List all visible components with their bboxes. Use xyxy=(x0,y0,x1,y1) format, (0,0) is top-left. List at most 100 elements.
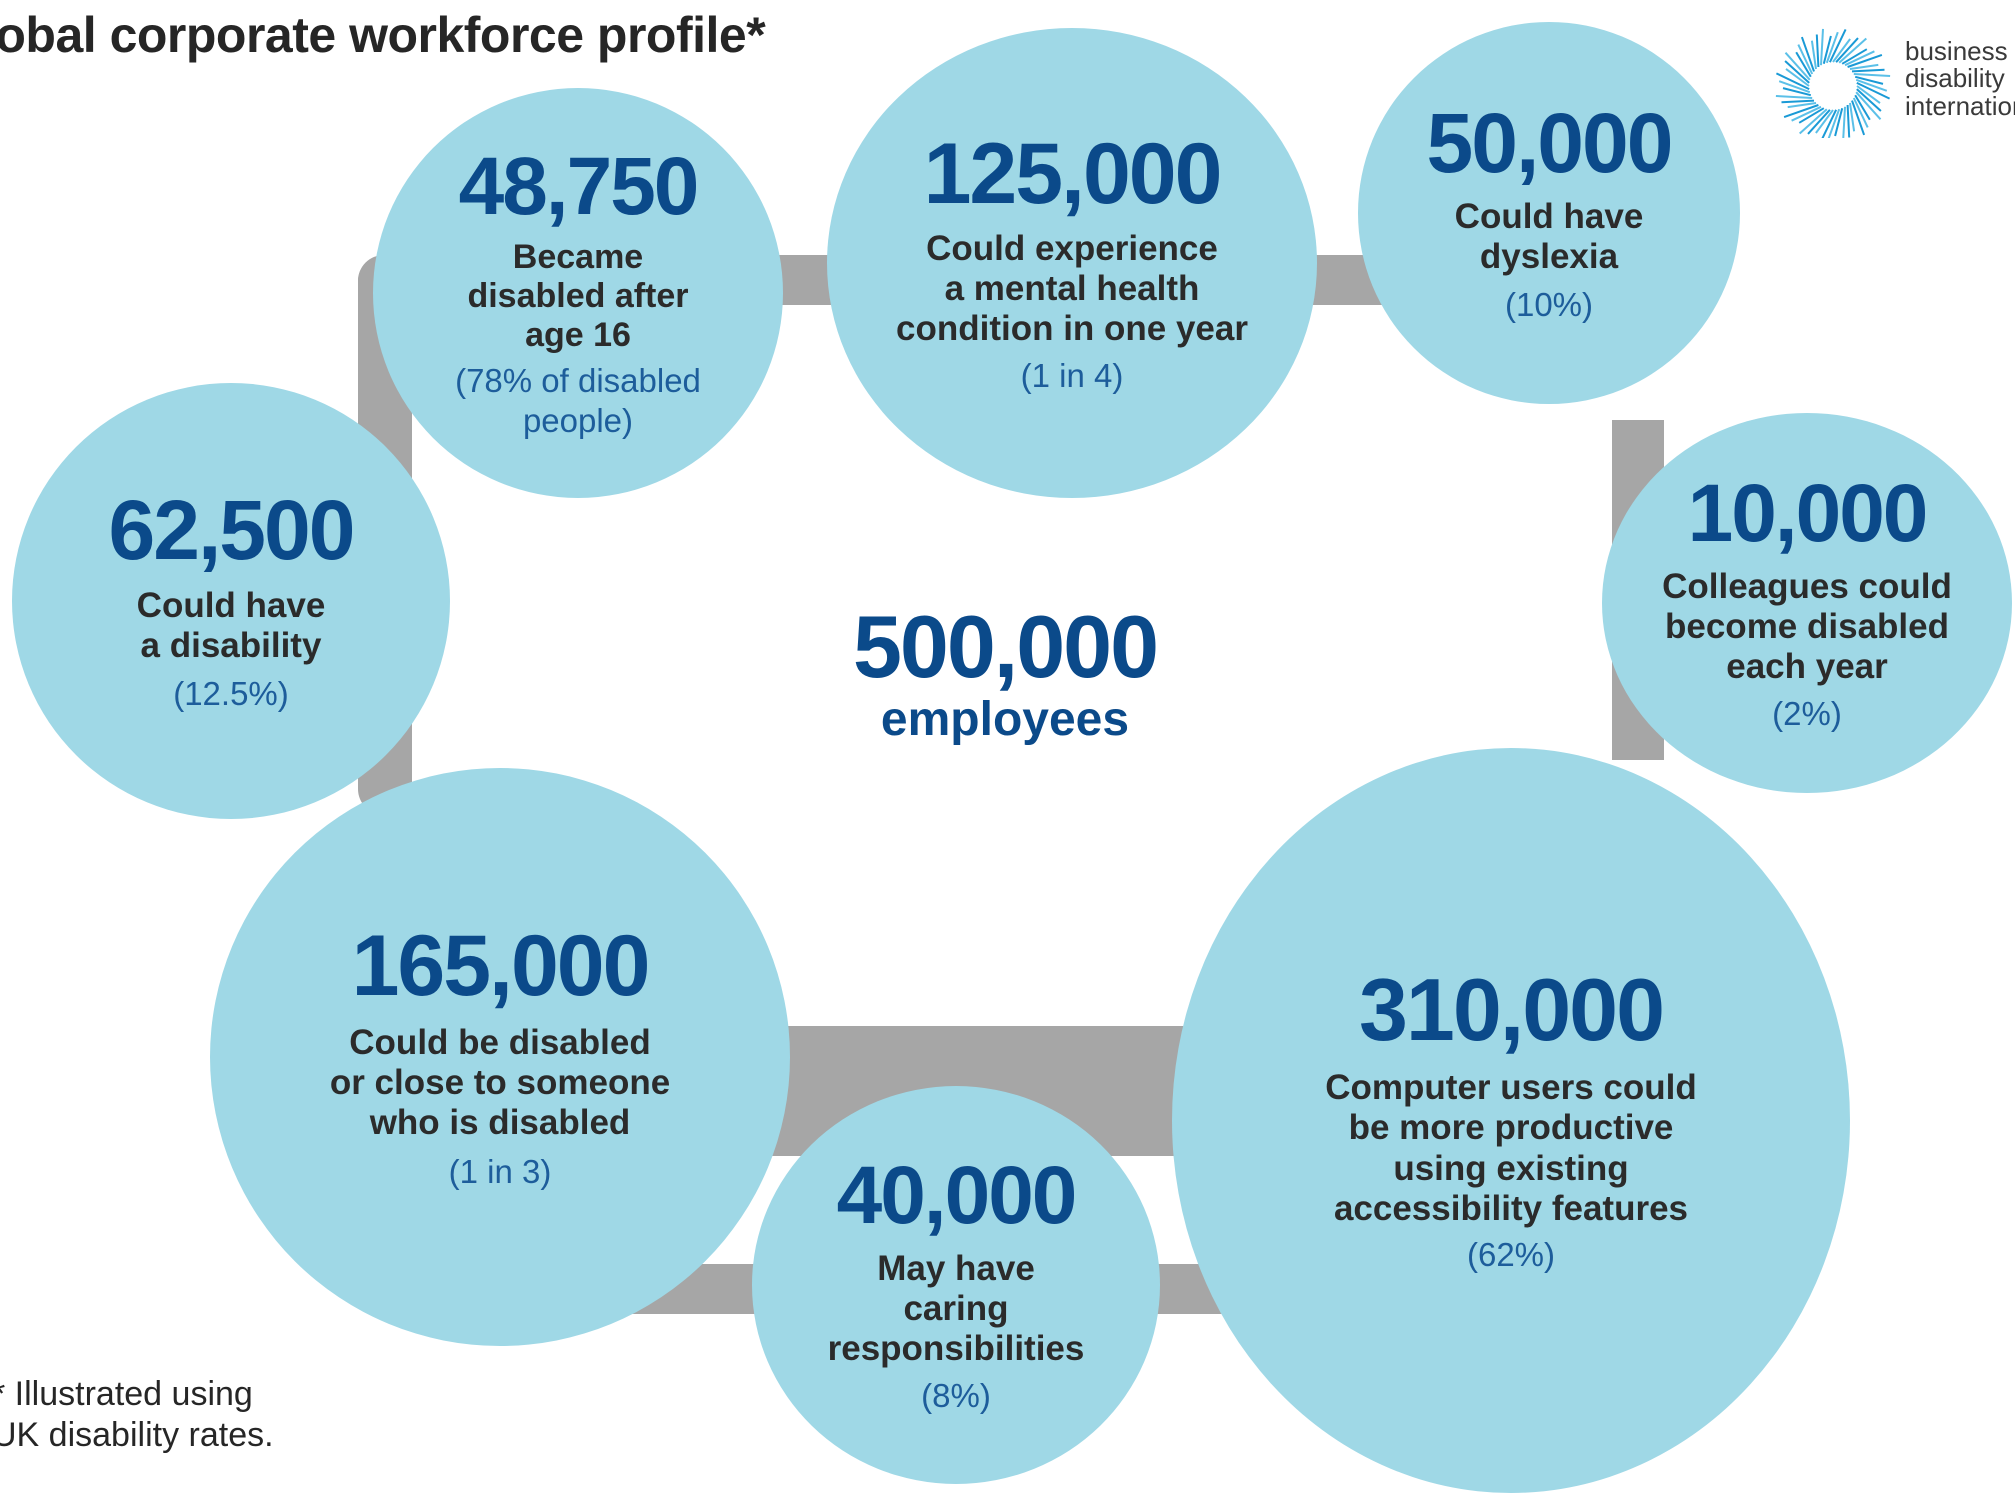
stat-pct: (1 in 3) xyxy=(448,1152,552,1190)
logo-ray xyxy=(1795,51,1812,78)
stat-value: 165,000 xyxy=(351,917,651,1014)
logo-ray xyxy=(1849,102,1856,132)
stat-desc: who is disabled xyxy=(369,1103,631,1143)
circle-close: 165,000 Could be disabled or close to so… xyxy=(210,768,790,1346)
logo-ray xyxy=(1810,40,1817,70)
logo-ray xyxy=(1851,68,1885,73)
logo-ray xyxy=(1835,37,1859,63)
logo-ray xyxy=(1846,104,1851,138)
stat-desc: dyslexia xyxy=(1479,237,1619,277)
stat-value: 48,750 xyxy=(458,140,700,232)
logo-ray xyxy=(1821,109,1838,138)
logo-ray xyxy=(1849,63,1879,70)
logo-ray xyxy=(1775,72,1810,91)
logo-line-3: internation xyxy=(1905,90,2015,121)
footnote-line-1: * Illustrated using xyxy=(0,1375,253,1413)
stat-value: 125,000 xyxy=(923,125,1223,222)
logo-ray xyxy=(1822,35,1832,65)
logo-ray xyxy=(1855,78,1888,92)
logo-ray xyxy=(1815,34,1820,68)
starburst-ring-icon xyxy=(1775,28,1891,138)
circle-caring: 40,000 May have caring responsibilities … xyxy=(752,1086,1160,1484)
logo-ray xyxy=(1852,97,1869,128)
stat-desc: Could have xyxy=(136,585,326,625)
stat-value: 50,000 xyxy=(1426,95,1674,190)
stat-desc: Could be disabled xyxy=(349,1022,651,1062)
stat-pct: (8%) xyxy=(921,1376,991,1414)
stat-desc: Computer users could xyxy=(1325,1068,1697,1108)
stat-desc: Colleagues could xyxy=(1662,566,1952,606)
stat-pct: (2%) xyxy=(1772,694,1842,732)
logo-ray xyxy=(1791,105,1822,122)
logo-ray xyxy=(1834,107,1844,137)
center-label: employees xyxy=(880,693,1130,746)
circle-computer: 310,000 Computer users could be more pro… xyxy=(1172,748,1850,1493)
stat-desc: using existing xyxy=(1393,1148,1629,1188)
logo-ray xyxy=(1797,44,1814,75)
logo-ray xyxy=(1841,48,1868,65)
logo-ray xyxy=(1856,85,1881,104)
stat-desc: disabled after xyxy=(467,276,689,315)
stat-desc: a disability xyxy=(140,626,322,666)
logo-ray xyxy=(1815,109,1834,134)
stat-value: 40,000 xyxy=(836,1149,1078,1241)
logo-ray xyxy=(1825,31,1839,64)
logo-ray xyxy=(1851,100,1866,136)
stat-pct: people) xyxy=(522,401,634,439)
stat-value: 62,500 xyxy=(108,482,356,577)
logo-ray xyxy=(1799,108,1828,135)
stat-value: 310,000 xyxy=(1358,960,1665,1060)
stat-desc: be more productive xyxy=(1348,1108,1674,1148)
logo-ray xyxy=(1784,60,1810,84)
circle-disability: 62,500 Could have a disability (12.5%) xyxy=(12,383,450,819)
center-value: 500,000 xyxy=(852,597,1159,696)
logo-line-2: disability xyxy=(1905,63,2005,94)
logo-ray xyxy=(1854,94,1871,121)
logo-ray xyxy=(1807,109,1831,135)
stat-desc: condition in one year xyxy=(896,309,1248,349)
logo-ray xyxy=(1854,75,1884,85)
stat-desc: a mental health xyxy=(944,269,1200,309)
logo-ray xyxy=(1783,104,1819,119)
circle-peryear: 10,000 Colleagues could become disabled … xyxy=(1602,413,2012,793)
logo-ray xyxy=(1784,52,1811,81)
footnote-line-2: UK disability rates. xyxy=(0,1415,274,1454)
logo-ray xyxy=(1853,73,1891,77)
page-title: lobal corporate workforce profile* xyxy=(0,7,766,63)
logo-ray xyxy=(1842,106,1846,138)
stat-desc: each year xyxy=(1726,647,1888,687)
logo-ray xyxy=(1800,36,1815,72)
logo-ray xyxy=(1778,80,1811,94)
logo-ray xyxy=(1844,50,1875,67)
circle-mental: 125,000 Could experience a mental health… xyxy=(827,28,1317,498)
stat-value: 10,000 xyxy=(1687,467,1929,559)
stat-desc: May have xyxy=(877,1248,1035,1288)
stat-desc: age 16 xyxy=(525,315,631,354)
logo-text: business disability internation xyxy=(1905,36,2015,121)
stat-desc: responsibilities xyxy=(827,1329,1085,1369)
logo-ray xyxy=(1856,88,1882,112)
logo-ray xyxy=(1782,87,1812,97)
logo-ray xyxy=(1785,68,1810,87)
stat-desc: Could have xyxy=(1454,196,1644,236)
stat-desc: caring xyxy=(903,1289,1009,1329)
logo-line-1: business xyxy=(1905,36,2008,66)
logo-ray xyxy=(1828,28,1847,63)
logo-ray xyxy=(1827,108,1841,138)
stat-pct: (78% of disabled xyxy=(455,362,701,400)
stat-desc: Could experience xyxy=(926,228,1218,268)
logo-ray xyxy=(1847,53,1883,68)
stat-pct: (12.5%) xyxy=(173,675,289,713)
logo-ray xyxy=(1798,107,1825,124)
circle-dyslexia: 50,000 Could have dyslexia (10%) xyxy=(1358,22,1740,404)
stat-pct: (62%) xyxy=(1466,1236,1556,1274)
stat-desc: or close to someone xyxy=(329,1063,671,1103)
logo-ray xyxy=(1787,102,1817,109)
stat-desc: Became xyxy=(512,237,644,276)
logo-ray xyxy=(1856,81,1891,100)
stat-desc: become disabled xyxy=(1665,607,1949,647)
stat-desc: accessibility features xyxy=(1333,1188,1689,1228)
logo-ray xyxy=(1855,91,1882,120)
logo-ray xyxy=(1820,28,1824,66)
stat-pct: (1 in 4) xyxy=(1020,356,1124,394)
